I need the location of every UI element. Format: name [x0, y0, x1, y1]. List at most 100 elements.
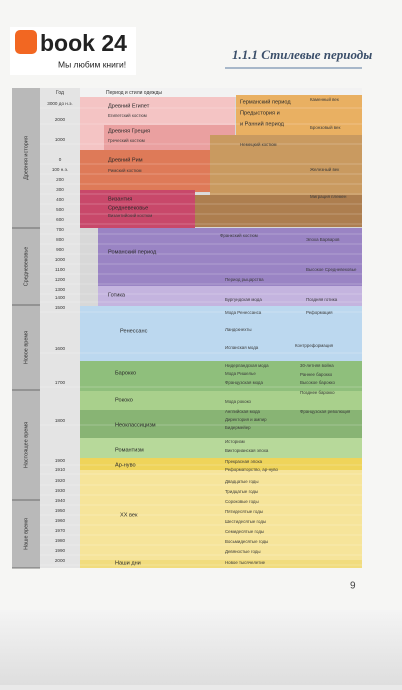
- logo-name: book 24: [40, 30, 127, 56]
- period-label: Викторианская эпоха: [225, 448, 269, 453]
- year-label: 1700: [55, 380, 66, 385]
- year-label: 1910: [55, 467, 66, 472]
- period-label: Английская мода: [225, 409, 261, 414]
- period-label: Немецкий костюм: [240, 142, 277, 147]
- period-label: Древний Рим: [108, 156, 143, 163]
- period-label: Романский период: [108, 248, 157, 255]
- year-label: 900: [56, 247, 64, 252]
- period-label: Греческий костюм: [108, 138, 145, 143]
- year-label: 1200: [55, 277, 66, 282]
- band-byzantium: [80, 190, 195, 228]
- year-label: 700: [56, 227, 64, 232]
- period-label: Испанская мода: [225, 345, 259, 350]
- period-label: Предыстория и: [240, 110, 280, 116]
- period-label: Тридцатые годы: [225, 489, 258, 494]
- year-label: 2000: [55, 117, 66, 122]
- year-label: 1600: [55, 346, 66, 351]
- year-label: 1940: [55, 498, 66, 503]
- section-title: 1.1.1 Стилевые периоды: [232, 47, 372, 62]
- logo-tagline: Мы любим книги!: [58, 59, 126, 69]
- period-label: Двадцатые годы: [225, 479, 259, 484]
- period-label: Германский период: [240, 98, 291, 105]
- period-label: Мода Ренессанса: [225, 310, 262, 315]
- period-label: и Ранний период: [240, 120, 285, 127]
- period-label: Бидермейер: [225, 425, 251, 430]
- year-label: 0: [59, 157, 62, 162]
- period-label: Франкский костюм: [220, 233, 258, 238]
- period-label: Египетский костюм: [108, 113, 147, 118]
- period-label: Мода Ришелье: [225, 371, 256, 376]
- period-label: Новое тысячелетие: [225, 560, 266, 565]
- band-rococo: [80, 391, 362, 410]
- period-label: Железный век: [310, 167, 339, 172]
- band-romanesque: [98, 228, 362, 286]
- year-label: 1800: [55, 418, 66, 423]
- band-today: [80, 560, 362, 568]
- period-label: Период рыцарства: [225, 277, 264, 282]
- period-label: Нидерландская мода: [225, 363, 269, 368]
- period-label: Позднее барокко: [300, 390, 335, 395]
- band-rome: [80, 150, 210, 192]
- era-label: Настоящее время: [23, 422, 29, 468]
- year-label: 1100: [55, 267, 65, 272]
- period-label: Бургундская мода: [225, 297, 262, 302]
- year-label: 100 н.э.: [52, 167, 68, 172]
- period-label: Французская мода: [225, 380, 263, 385]
- period-label: Поздняя готика: [306, 297, 338, 302]
- year-label: 1930: [55, 488, 66, 493]
- year-label: 1400: [55, 295, 66, 300]
- period-label: Барокко: [115, 370, 136, 376]
- column-header: Год: [56, 90, 64, 96]
- year-label: 1990: [55, 548, 66, 553]
- period-label: Римский костюм: [108, 168, 142, 173]
- period-label: Историзм: [225, 439, 245, 444]
- period-label: Готика: [108, 292, 126, 298]
- period-label: Эпоха Варваров: [306, 237, 340, 242]
- period-label: XX век: [120, 512, 138, 518]
- year-label: 1980: [55, 538, 66, 543]
- year-label: 200: [56, 177, 64, 182]
- band-art-nouveau: [80, 458, 362, 470]
- year-label: 600: [56, 217, 64, 222]
- period-label: Ренессанс: [120, 328, 148, 334]
- period-label: Высокое Средневековье: [306, 267, 357, 272]
- period-label: Миграция племен: [310, 194, 347, 199]
- period-label: Реформация: [306, 310, 333, 315]
- period-label: Высокое барокко: [300, 380, 335, 385]
- year-label: 1950: [55, 508, 66, 513]
- year-label: 1970: [55, 528, 66, 533]
- era-label: Новое время: [23, 331, 29, 364]
- year-label: 1960: [55, 518, 66, 523]
- period-label: Романтизм: [115, 447, 144, 453]
- era-label: Наше время: [23, 518, 29, 550]
- band-xx: [80, 470, 362, 560]
- band-iron: [210, 135, 362, 197]
- period-label: Древний Египет: [108, 102, 150, 109]
- band-gothic: [98, 286, 362, 306]
- era-label: Средневековье: [23, 247, 29, 287]
- year-label: 1900: [55, 458, 66, 463]
- period-label: 30-летняя война: [300, 363, 334, 368]
- year-label: 1500: [55, 305, 66, 310]
- period-label: Шестидесятые годы: [225, 519, 266, 524]
- period-label: Бронзовый век: [310, 125, 340, 130]
- shadow: [0, 610, 402, 685]
- period-label: Ар-нуво: [115, 462, 136, 468]
- year-label: 3000 до н.э.: [47, 101, 72, 106]
- column-header: Период и стили одежды: [106, 90, 162, 96]
- band-baroque: [80, 361, 362, 391]
- logo-mark: [15, 30, 37, 54]
- year-label: 1000: [55, 137, 66, 142]
- period-label: Девяностые годы: [225, 549, 261, 554]
- period-label: Византия: [108, 196, 132, 202]
- period-label: Раннее барокко: [300, 372, 333, 377]
- band-romanticism: [80, 438, 362, 458]
- period-label: Ландскнехты: [225, 327, 252, 332]
- year-label: 300: [56, 187, 64, 192]
- year-label: 500: [56, 207, 64, 212]
- period-label: Древняя Греция: [108, 128, 150, 134]
- period-label: Неоклассицизм: [115, 422, 156, 428]
- band-neoclassic: [80, 410, 362, 438]
